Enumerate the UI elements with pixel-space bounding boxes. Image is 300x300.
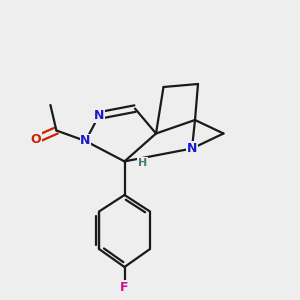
Text: N: N xyxy=(187,142,197,155)
Text: N: N xyxy=(80,134,91,148)
Text: O: O xyxy=(31,133,41,146)
Text: N: N xyxy=(94,109,104,122)
Text: H: H xyxy=(138,158,147,168)
Text: F: F xyxy=(120,281,129,294)
